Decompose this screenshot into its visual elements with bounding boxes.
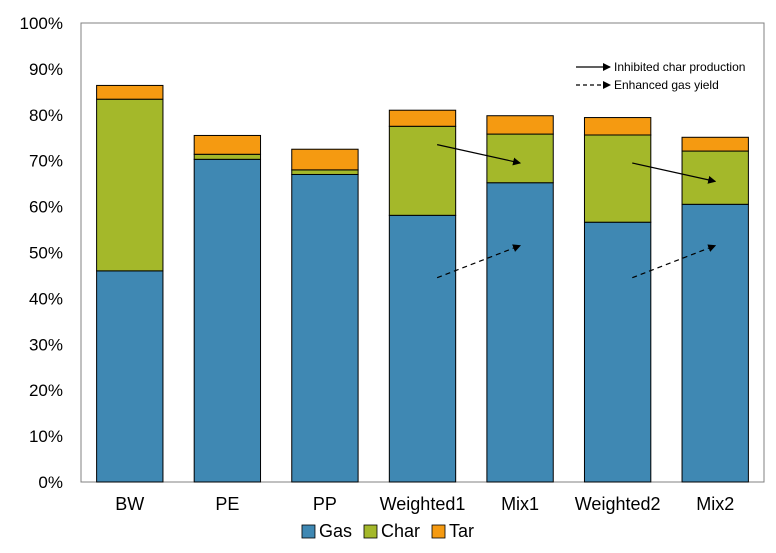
x-tick-label-weighted1: Weighted1 bbox=[380, 494, 466, 514]
x-axis-labels: BW PE PP Weighted1 Mix1 Weighted2 Mix2 bbox=[115, 494, 734, 514]
y-tick-label: 40% bbox=[29, 289, 63, 308]
bar-pe-char bbox=[193, 153, 262, 160]
bar-weighted2-gas bbox=[583, 221, 652, 483]
bar-pe-tar bbox=[193, 134, 262, 155]
legend-swatch-char bbox=[363, 524, 378, 539]
y-tick-label: 60% bbox=[29, 198, 63, 217]
y-tick-label: 10% bbox=[29, 427, 63, 446]
dashed-arrow bbox=[632, 244, 717, 279]
bar-mix2-gas bbox=[681, 203, 749, 483]
bar-pp-gas bbox=[291, 173, 359, 483]
y-axis: 0% 10% 20% 30% 40% 50% 60% 70% 80% 90% 100% bbox=[20, 14, 63, 492]
annotation-legend-label: Enhanced gas yield bbox=[614, 78, 719, 92]
legend-swatch-tar bbox=[431, 524, 446, 539]
y-tick-label: 0% bbox=[38, 473, 63, 492]
y-tick-label: 70% bbox=[29, 152, 63, 171]
bar-weighted1-gas bbox=[388, 214, 457, 483]
y-tick-label: 20% bbox=[29, 381, 63, 400]
bar-pp-char bbox=[291, 169, 359, 175]
solid-arrow bbox=[632, 162, 717, 184]
annotation-legend-label: Inhibited char production bbox=[614, 60, 745, 74]
bar-bw-gas bbox=[96, 270, 164, 483]
y-tick-label: 80% bbox=[29, 106, 63, 125]
bar-mix1-tar bbox=[486, 115, 554, 135]
bar-pe-gas bbox=[193, 158, 262, 483]
legend-swatch-gas bbox=[301, 524, 316, 539]
y-tick-label: 90% bbox=[29, 60, 63, 79]
y-tick-label: 100% bbox=[20, 14, 63, 33]
bar-weighted1-tar bbox=[388, 109, 457, 127]
bar-weighted1-char bbox=[388, 125, 457, 216]
x-tick-label-bw: BW bbox=[115, 494, 144, 514]
bar-mix2-char bbox=[681, 150, 749, 205]
x-tick-label-mix2: Mix2 bbox=[696, 494, 734, 514]
x-tick-label-pp: PP bbox=[313, 494, 337, 514]
bar-mix1-gas bbox=[486, 182, 554, 483]
solid-arrow bbox=[437, 144, 522, 166]
y-tick-label: 50% bbox=[29, 244, 63, 263]
x-tick-label-weighted2: Weighted2 bbox=[575, 494, 661, 514]
legend: Gas Char Tar bbox=[301, 521, 474, 541]
x-tick-label-pe: PE bbox=[215, 494, 239, 514]
x-tick-label-mix1: Mix1 bbox=[501, 494, 539, 514]
annotation-arrows bbox=[436, 144, 717, 279]
y-tick-label: 30% bbox=[29, 335, 63, 354]
bar-weighted2-char bbox=[583, 134, 652, 223]
bar-pp-tar bbox=[291, 148, 359, 171]
legend-label-tar: Tar bbox=[449, 521, 474, 541]
legend-label-char: Char bbox=[381, 521, 420, 541]
bar-bw-tar bbox=[96, 84, 164, 100]
legend-label-gas: Gas bbox=[319, 521, 352, 541]
dashed-arrow bbox=[436, 244, 522, 279]
bar-weighted2-tar bbox=[583, 117, 652, 136]
bar-mix2-tar bbox=[681, 136, 749, 152]
bars bbox=[96, 84, 749, 483]
annotation-legend: Inhibited char production Enhanced gas yi… bbox=[576, 60, 745, 92]
bar-bw-char bbox=[96, 98, 164, 272]
